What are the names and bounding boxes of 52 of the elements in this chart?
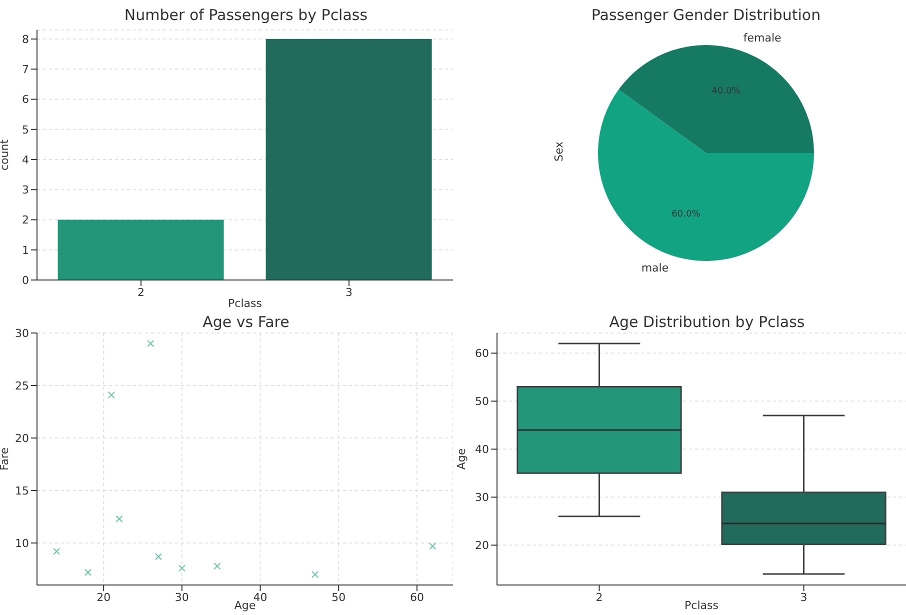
- point: [84, 568, 92, 576]
- slice-label: male: [641, 262, 669, 275]
- point: [116, 515, 123, 522]
- point: [178, 564, 186, 572]
- y-tick-label: 60: [475, 347, 489, 360]
- y-tick-label: 20: [15, 432, 29, 445]
- data-label: 40.0%: [712, 86, 741, 96]
- x-axis-title: Age: [234, 599, 256, 612]
- chart-title: Passenger Gender Distribution: [590, 6, 822, 24]
- x-axis-title: Pclass: [684, 599, 719, 612]
- data-label: 60.0%: [672, 210, 701, 220]
- y-tick-label: 8: [22, 32, 29, 46]
- y-axis-title: Age: [454, 448, 468, 470]
- point: [214, 562, 221, 570]
- y-tick-label: 40: [475, 443, 489, 456]
- x-tick-label: 40: [253, 590, 268, 604]
- text: Sex: [552, 141, 566, 162]
- x-tick-label: 2: [596, 590, 603, 604]
- y-tick-label: 7: [22, 63, 29, 76]
- x-axis-title: Pclass: [228, 297, 262, 310]
- x-tick-label: 50: [332, 590, 346, 604]
- chart-title: Age Distribution by Pclass: [608, 313, 806, 331]
- chart-title: Number of Passengers by Pclass: [123, 6, 369, 24]
- y-tick-label: 50: [475, 395, 489, 408]
- point: [53, 548, 60, 555]
- y-tick-label: 1: [22, 244, 29, 257]
- y-tick-label: 6: [22, 93, 29, 106]
- y-tick-label: 25: [15, 379, 29, 392]
- point: [429, 542, 436, 550]
- y-tick-label: 5: [22, 123, 29, 136]
- y-tick-label: 3: [22, 184, 29, 197]
- y-tick-label: 15: [15, 484, 29, 498]
- y-tick-label: 10: [15, 536, 29, 550]
- y-tick-label: 2: [22, 214, 29, 227]
- x-tick-label: 3: [800, 590, 808, 604]
- y-tick-label: 30: [15, 326, 29, 340]
- y-tick-label: 4: [22, 153, 29, 166]
- y-tick-label: 30: [475, 491, 489, 504]
- point: [154, 553, 162, 560]
- pie-slice: [618, 45, 814, 153]
- point: [147, 340, 154, 347]
- y-axis-title: count: [0, 138, 11, 171]
- chart-title: Age vs Fare: [202, 313, 290, 331]
- x-tick-label: 30: [174, 590, 189, 604]
- y-tick-label: 0: [22, 274, 29, 287]
- point: [312, 571, 319, 578]
- point: [108, 391, 115, 398]
- y-tick-label: 20: [475, 539, 489, 552]
- slice-label: female: [743, 31, 782, 44]
- y-axis-title: Fare: [0, 447, 11, 471]
- x-tick-label: 20: [96, 590, 111, 604]
- x-tick-label: 60: [410, 590, 424, 604]
